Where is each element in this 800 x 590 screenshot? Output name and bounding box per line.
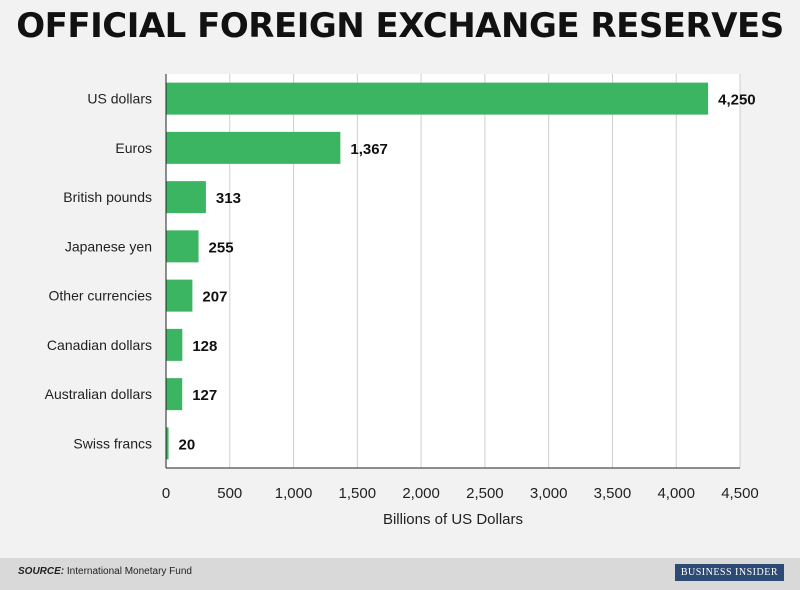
x-tick-label: 2,500 <box>466 485 504 502</box>
bar <box>166 131 341 164</box>
value-label: 4,250 <box>718 92 756 109</box>
value-label: 255 <box>209 239 234 256</box>
x-tick-label: 500 <box>217 485 242 502</box>
bar <box>166 378 183 411</box>
value-label: 313 <box>216 190 241 207</box>
category-label: Canadian dollars <box>47 337 152 353</box>
x-tick-label: 3,000 <box>530 485 568 502</box>
labels: US dollars 4,250 Euros 1,367 British pounds 3… <box>45 91 756 454</box>
value-label: 127 <box>192 387 217 404</box>
category-label: Other currencies <box>49 288 152 304</box>
bar <box>166 230 199 263</box>
x-tick-label: 1,500 <box>339 485 377 502</box>
bar <box>166 181 206 214</box>
value-label: 1,367 <box>350 141 388 158</box>
grid-lines <box>229 74 741 468</box>
category-label: Australian dollars <box>45 386 152 402</box>
x-axis-title: Billions of US Dollars <box>383 511 523 528</box>
value-label: 20 <box>179 436 196 453</box>
x-tick-label: 2,000 <box>402 485 440 502</box>
value-label: 128 <box>192 338 217 355</box>
bar <box>166 328 183 361</box>
x-axis: 0 500 1,000 1,500 2,000 2,500 3,000 3,500 4,000 4… <box>162 74 759 502</box>
x-tick-label: 0 <box>162 485 170 502</box>
category-label: Swiss francs <box>73 435 152 451</box>
x-tick-label: 4,000 <box>657 485 695 502</box>
category-label: US dollars <box>87 91 152 107</box>
bar-chart: 0 500 1,000 1,500 2,000 2,500 3,000 3,500 4,000 4… <box>45 74 759 528</box>
bar <box>166 427 169 460</box>
source-line: SOURCE: International Monetary Fund <box>18 566 192 577</box>
category-label: Japanese yen <box>65 238 152 254</box>
brand-logo: BUSINESS INSIDER <box>674 564 784 581</box>
source-text: International Monetary Fund <box>66 566 192 577</box>
x-tick-label: 4,500 <box>721 485 759 502</box>
bar <box>166 279 193 312</box>
x-tick-label: 1,000 <box>275 485 313 502</box>
source-label: SOURCE: <box>18 566 65 577</box>
x-tick-label: 3,500 <box>594 485 632 502</box>
category-label: Euros <box>115 140 152 156</box>
bars <box>166 82 709 460</box>
chart-title: OFFICIAL FOREIGN EXCHANGE RESERVES <box>16 6 784 46</box>
footer: SOURCE: International Monetary Fund BUSI… <box>0 558 800 590</box>
bar <box>166 82 709 115</box>
value-label: 207 <box>202 289 227 306</box>
category-label: British pounds <box>63 189 152 205</box>
